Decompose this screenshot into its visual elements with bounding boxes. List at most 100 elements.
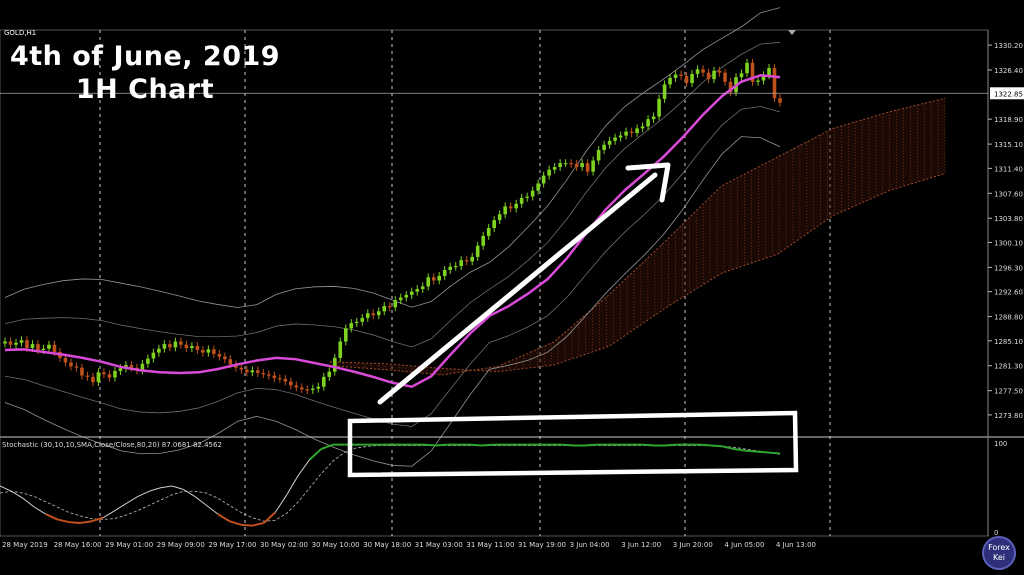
candle-body [365, 313, 370, 318]
stoch-main-segment [45, 513, 58, 521]
overbought-highlight-box [347, 410, 799, 478]
candle-body [283, 378, 288, 382]
x-tick-label-9: 31 May 11:00 [466, 541, 514, 549]
candle-body [618, 135, 623, 138]
candle-body [426, 277, 431, 287]
candle-body [646, 119, 650, 127]
candle-body [635, 128, 639, 133]
candle-body [338, 341, 343, 358]
band-line-1 [4, 106, 781, 427]
candle-body [492, 220, 496, 229]
candle-body [294, 385, 299, 388]
candle-body [530, 190, 535, 197]
stoch-main-segment [80, 520, 92, 524]
x-tick-label-4: 29 May 17:00 [208, 541, 256, 549]
candle-body [712, 70, 716, 80]
candle-body [311, 388, 315, 390]
candle-body [289, 381, 293, 386]
stoch-main-segment [733, 448, 746, 452]
candle-body [91, 376, 95, 383]
candle-body [739, 73, 744, 78]
stoch-scale-bottom: 0 [994, 529, 999, 537]
stoch-main-segment [148, 487, 161, 492]
candle-body [767, 68, 771, 76]
candle-body [168, 344, 172, 348]
candle-body [157, 348, 161, 353]
candle-body [695, 69, 700, 74]
candle-body [300, 387, 304, 390]
stoch-main-segment [286, 475, 299, 496]
candle-body [256, 370, 260, 373]
candlestick-series [3, 58, 782, 394]
x-tick-label-12: 3 Jun 12:00 [621, 541, 661, 549]
candle-body [602, 144, 606, 150]
stoch-main-segment [665, 443, 677, 447]
y-tick-label-8: 1300.10 [994, 239, 1023, 247]
stoch-main-segment [309, 448, 322, 461]
candle-body [267, 374, 271, 376]
x-tick-label-6: 30 May 10:00 [312, 541, 360, 549]
annotations [347, 30, 799, 478]
candle-body [195, 346, 200, 350]
stoch-main-segment [171, 485, 184, 490]
symbol-label: GOLD,H1 [4, 29, 37, 37]
stoch-main-segment [91, 516, 104, 523]
candle-body [591, 160, 595, 172]
candle-body [80, 367, 84, 376]
candle-body [657, 98, 661, 117]
candle-body [371, 313, 376, 316]
y-tick-label-12: 1285.10 [994, 338, 1023, 346]
y-tick-label-0: 1330.20 [994, 42, 1023, 50]
stoch-main-segment [68, 521, 81, 524]
band-line-3 [4, 136, 781, 467]
stoch-main-segment [22, 497, 35, 508]
y-tick-label-4: 1315.10 [994, 141, 1023, 149]
stoch-main-segment [274, 494, 288, 513]
stochastic-label: Stochastic (30,10,10,SMA,Close/Close,80,… [2, 441, 222, 449]
candle-body [74, 366, 79, 368]
stoch-main-segment [561, 443, 574, 447]
candle-body [475, 245, 480, 257]
candle-body [569, 163, 573, 165]
candle-body [728, 81, 733, 93]
candle-body [684, 75, 689, 84]
y-tick-label-5: 1311.40 [994, 165, 1023, 173]
candle-body [223, 356, 227, 360]
x-tick-label-10: 31 May 19:00 [518, 541, 566, 549]
stoch-main-segment [125, 496, 138, 505]
stochastic-panel [0, 443, 781, 527]
stoch-main-segment [229, 520, 242, 526]
candle-body [580, 163, 584, 168]
candle-body [772, 68, 777, 99]
x-tick-label-2: 29 May 01:00 [105, 541, 153, 549]
candle-body [321, 376, 326, 387]
candle-body [640, 126, 645, 129]
stoch-main-segment [642, 443, 654, 447]
stoch-main-segment [137, 490, 150, 498]
candle-body [25, 340, 29, 349]
candle-body [305, 389, 310, 391]
forex-kei-logo[interactable]: Forex Kei [982, 536, 1016, 570]
stoch-main-segment [57, 518, 70, 524]
stoch-main-segment [435, 443, 448, 447]
shift-marker-icon [788, 30, 796, 35]
chart-grid [0, 29, 1024, 537]
stoch-main-segment [183, 489, 196, 497]
candle-body [750, 62, 755, 82]
candle-body [52, 344, 57, 352]
band-line-2 [4, 7, 781, 308]
envelope-bands [4, 7, 781, 467]
candle-body [85, 375, 90, 377]
candle-body [3, 341, 7, 344]
candle-body [179, 341, 183, 345]
candle-body [525, 196, 529, 198]
y-tick-label-3: 1318.90 [994, 116, 1023, 124]
y-tick-label-13: 1281.30 [994, 363, 1023, 371]
candle-body [453, 266, 458, 268]
candle-body [63, 357, 68, 363]
candle-body [415, 289, 420, 292]
candle-body [701, 69, 705, 73]
candle-body [607, 140, 612, 145]
stoch-main-segment [0, 485, 12, 492]
candle-body [107, 374, 112, 378]
